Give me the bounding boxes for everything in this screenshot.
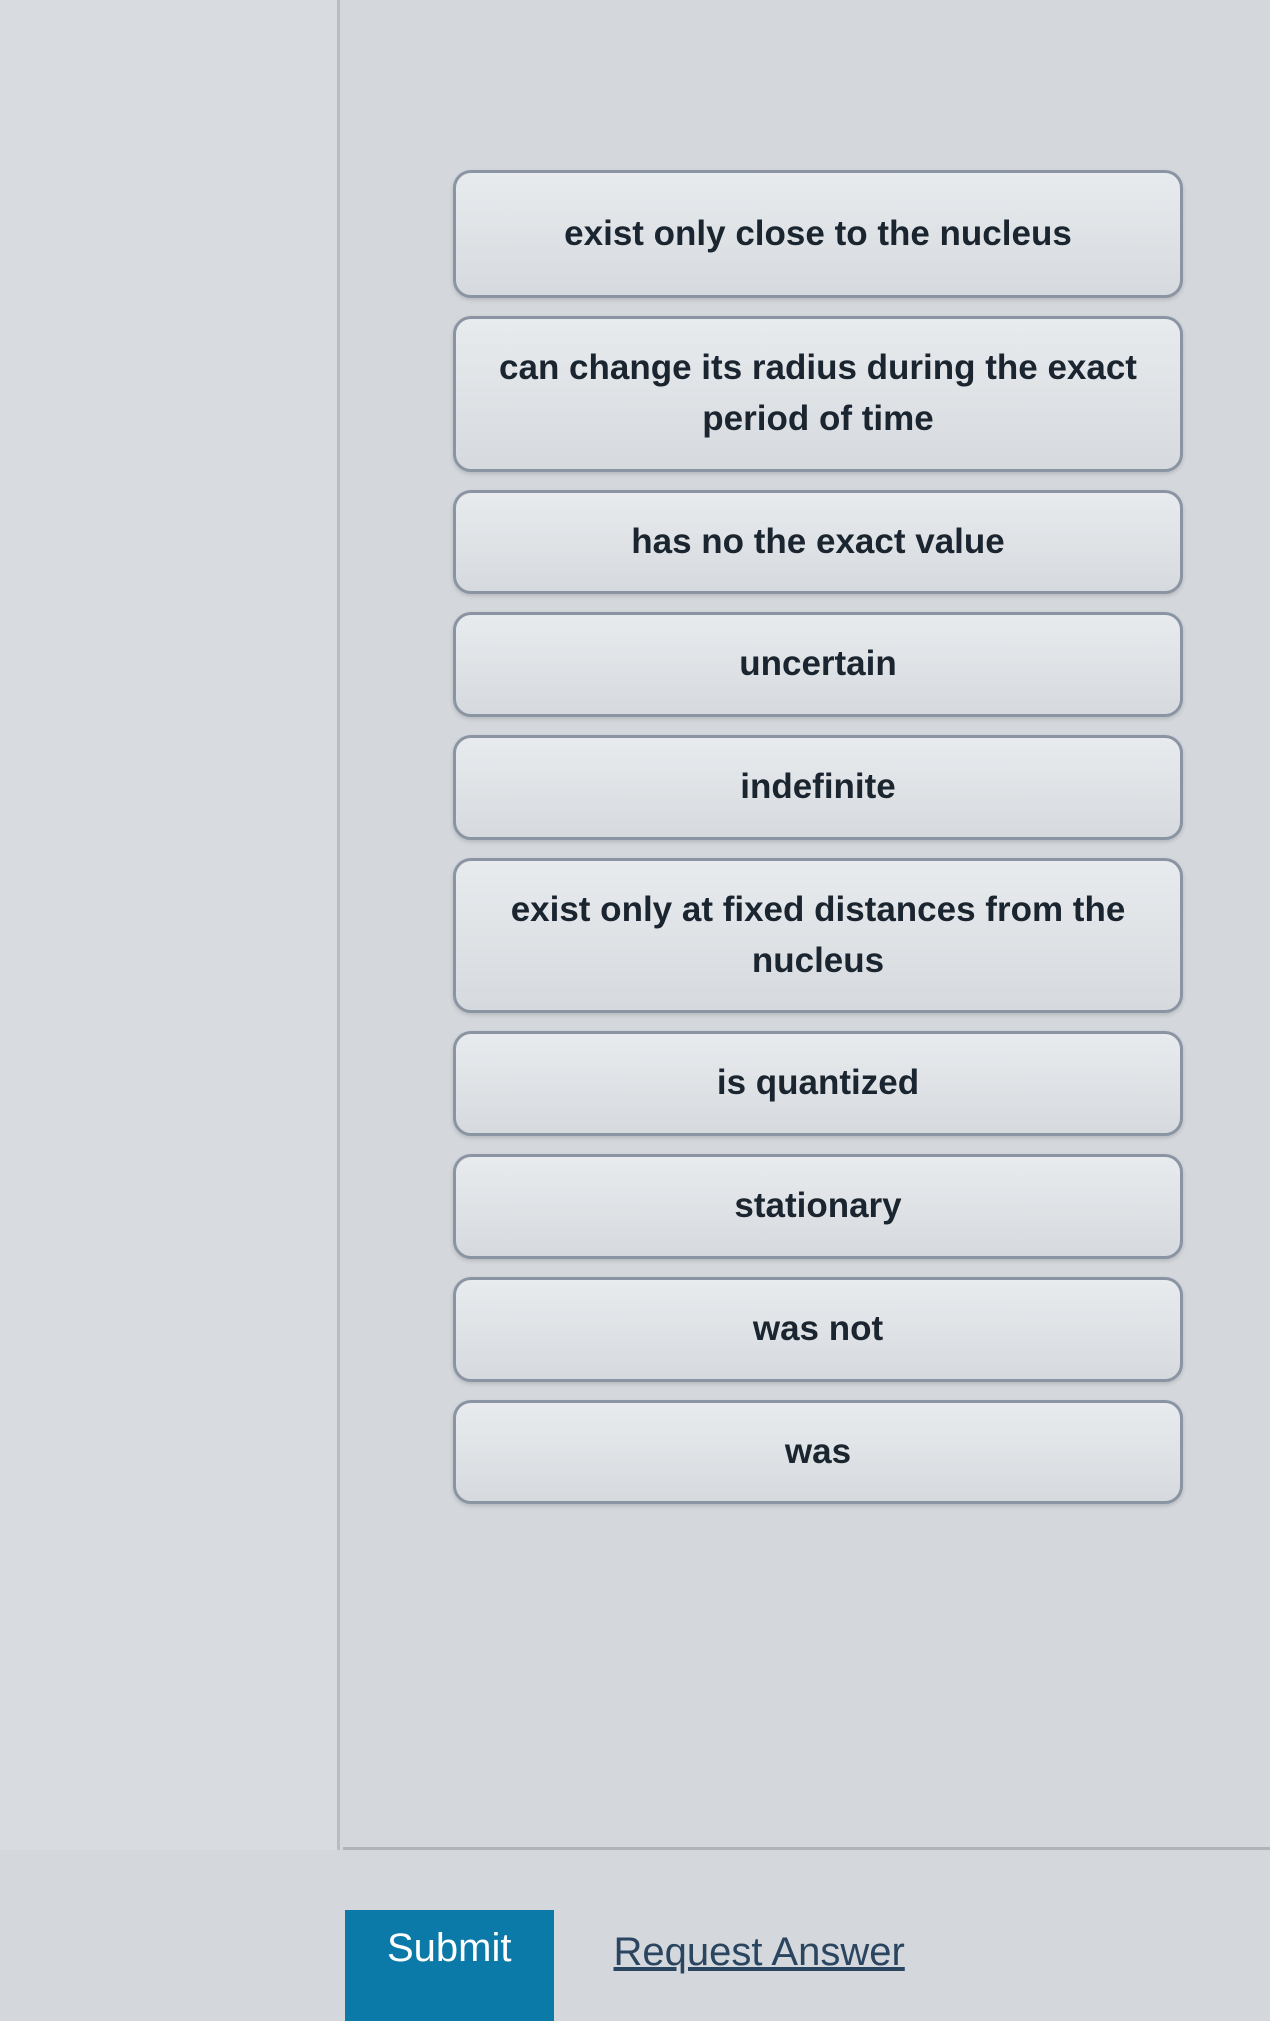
option-tile[interactable]: indefinite — [453, 735, 1183, 840]
option-tile[interactable]: was not — [453, 1277, 1183, 1382]
option-tile[interactable]: was — [453, 1400, 1183, 1505]
main-panel: exist only close to the nucleus can chan… — [343, 0, 1270, 1850]
options-container: exist only close to the nucleus can chan… — [453, 170, 1183, 1504]
bottom-actions: Submit Request Answer — [330, 1910, 1270, 1982]
request-answer-link[interactable]: Request Answer — [614, 1910, 905, 1975]
option-tile[interactable]: uncertain — [453, 612, 1183, 717]
option-tile[interactable]: has no the exact value — [453, 490, 1183, 595]
submit-button[interactable]: Submit — [345, 1910, 554, 2021]
option-tile[interactable]: stationary — [453, 1154, 1183, 1259]
option-tile[interactable]: is quantized — [453, 1031, 1183, 1136]
option-tile[interactable]: exist only close to the nucleus — [453, 170, 1183, 298]
option-tile[interactable]: exist only at fixed distances from the n… — [453, 858, 1183, 1014]
left-panel — [0, 0, 340, 1850]
option-tile[interactable]: can change its radius during the exact p… — [453, 316, 1183, 472]
